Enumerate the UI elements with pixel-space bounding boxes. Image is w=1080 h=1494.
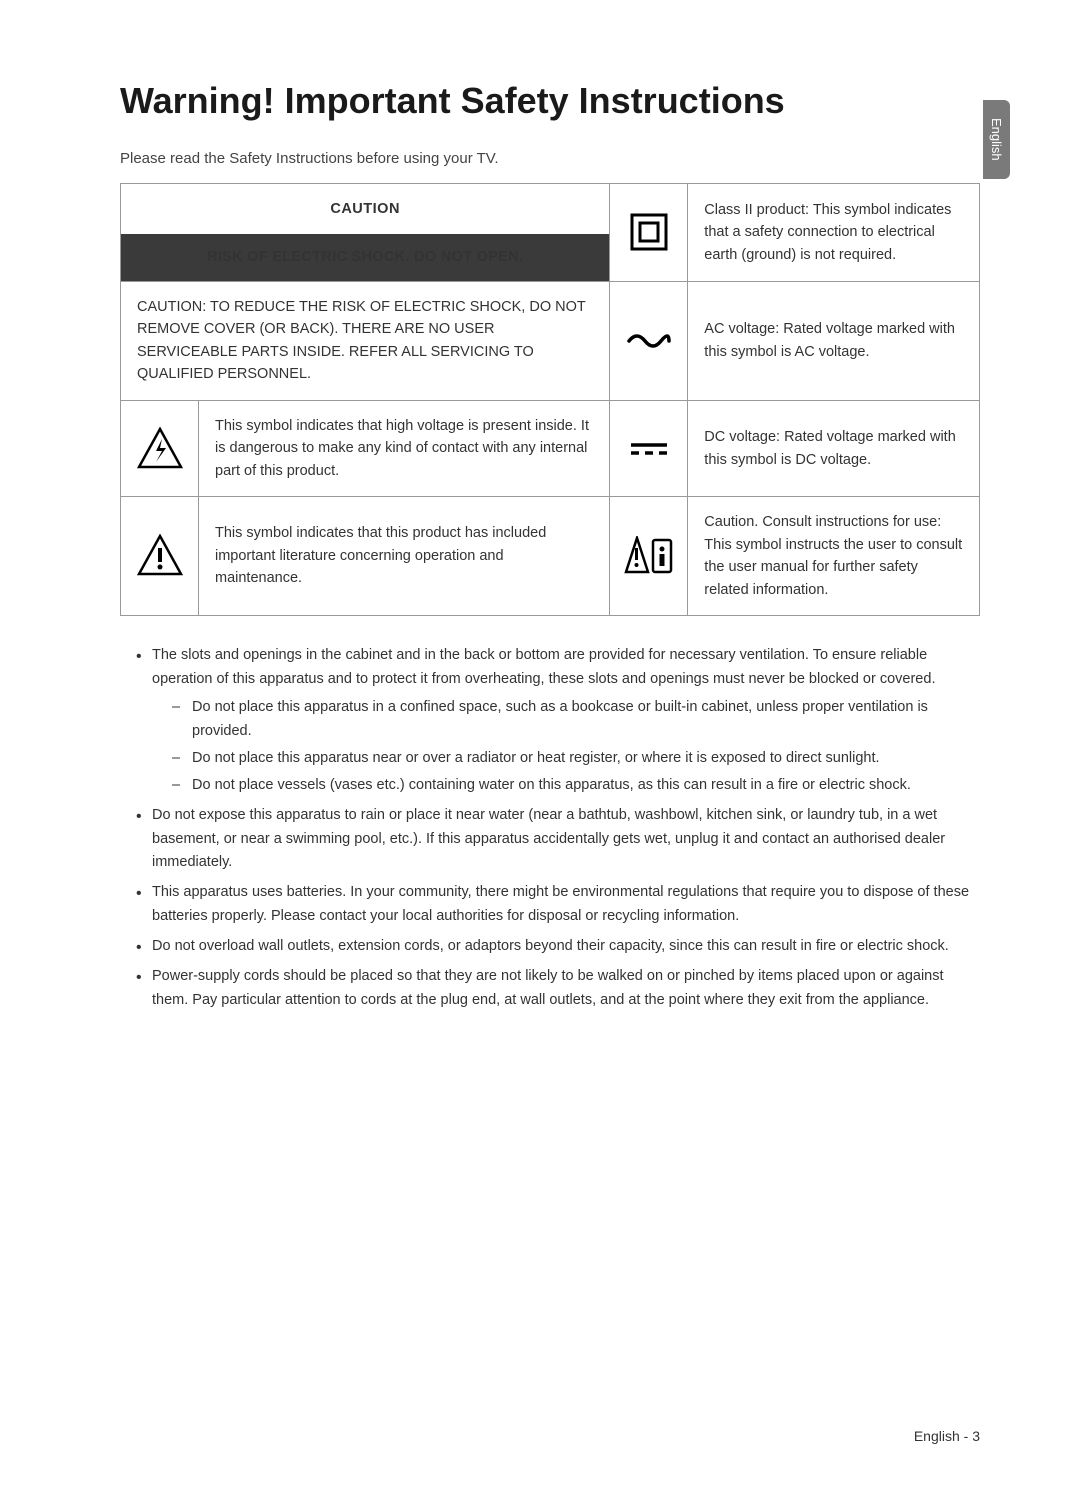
page-content: Warning! Important Safety Instructions P… [0, 0, 1080, 1059]
intro-text: Please read the Safety Instructions befo… [120, 150, 980, 167]
caution-header: CAUTION [121, 184, 610, 235]
table-row: CAUTION: TO REDUCE THE RISK OF ELECTRIC … [121, 281, 980, 400]
list-item: This apparatus uses batteries. In your c… [136, 881, 980, 929]
high-voltage-icon [136, 427, 184, 471]
table-row: This symbol indicates that this product … [121, 497, 980, 616]
list-item: Do not place this apparatus in a confine… [172, 696, 980, 744]
language-tab: English [983, 100, 1010, 179]
dc-icon-cell [610, 400, 688, 496]
risk-header: RISK OF ELECTRIC SHOCK. DO NOT OPEN. [121, 234, 610, 281]
list-item: Do not overload wall outlets, extension … [136, 935, 980, 959]
literature-icon-cell [121, 497, 199, 616]
page-number: English - 3 [914, 1428, 980, 1444]
class-ii-icon-cell [610, 184, 688, 282]
high-voltage-text: This symbol indicates that high voltage … [199, 400, 610, 496]
literature-text: This symbol indicates that this product … [199, 497, 610, 616]
safety-table: CAUTION Class II product: This symbol in… [120, 183, 980, 616]
page-title: Warning! Important Safety Instructions [120, 80, 980, 122]
bullets-section: The slots and openings in the cabinet an… [120, 644, 980, 1013]
consult-icon-cell [610, 497, 688, 616]
list-item: Do not place this apparatus near or over… [172, 747, 980, 771]
ac-voltage-icon [625, 329, 673, 353]
list-item: Do not expose this apparatus to rain or … [136, 804, 980, 876]
table-row: CAUTION Class II product: This symbol in… [121, 184, 980, 235]
class-ii-icon [628, 211, 670, 253]
consult-text: Caution. Consult instructions for use: T… [688, 497, 980, 616]
dc-voltage-icon [625, 439, 673, 459]
table-row: This symbol indicates that high voltage … [121, 400, 980, 496]
list-item: Power-supply cords should be placed so t… [136, 965, 980, 1013]
caution-full-text: CAUTION: TO REDUCE THE RISK OF ELECTRIC … [121, 281, 610, 400]
consult-icon [623, 536, 675, 576]
list-item: Do not place vessels (vases etc.) contai… [172, 774, 980, 798]
literature-icon [136, 534, 184, 578]
list-item: The slots and openings in the cabinet an… [136, 644, 980, 798]
high-voltage-icon-cell [121, 400, 199, 496]
ac-voltage-text: AC voltage: Rated voltage marked with th… [688, 281, 980, 400]
class-ii-text: Class II product: This symbol indicates … [688, 184, 980, 282]
ac-icon-cell [610, 281, 688, 400]
bullet-text: The slots and openings in the cabinet an… [152, 647, 935, 687]
dc-voltage-text: DC voltage: Rated voltage marked with th… [688, 400, 980, 496]
